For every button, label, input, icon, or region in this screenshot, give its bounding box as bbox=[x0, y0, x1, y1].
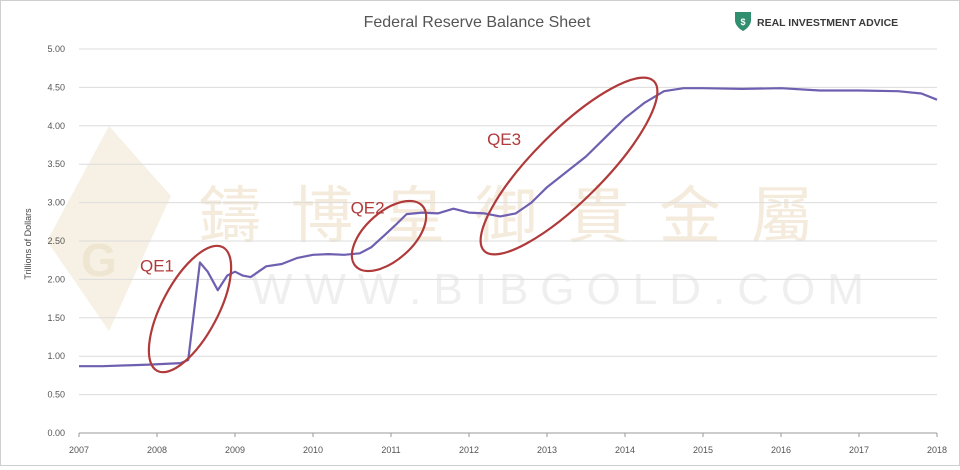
chart-title: Federal Reserve Balance Sheet bbox=[364, 14, 591, 31]
balance-sheet-line bbox=[79, 87, 938, 368]
annotations: QE1 QE2 QE3 bbox=[140, 130, 521, 276]
qe-ellipses bbox=[147, 76, 659, 374]
shield-dollar-glyph: $ bbox=[740, 17, 745, 27]
y-tick-label: 0.50 bbox=[47, 390, 65, 400]
x-tick-label: 2016 bbox=[771, 445, 791, 455]
series-group bbox=[79, 87, 938, 368]
y-tick-label: 4.50 bbox=[47, 82, 65, 92]
y-tick-label: 5.00 bbox=[47, 44, 65, 54]
x-tick-label: 2009 bbox=[225, 445, 245, 455]
x-tick-label: 2015 bbox=[693, 445, 713, 455]
x-tick-label: 2007 bbox=[69, 445, 89, 455]
grid bbox=[79, 48, 937, 434]
x-tick-label: 2011 bbox=[381, 445, 400, 455]
watermark-logo-mark: G bbox=[81, 234, 117, 286]
x-tick-label: 2008 bbox=[147, 445, 167, 455]
x-tick-label: 2012 bbox=[459, 445, 479, 455]
x-ticks: 2007 2008 2009 2010 2011 2012 2013 2014 2015 2016… bbox=[69, 433, 947, 455]
y-tick-label: 4.00 bbox=[47, 121, 65, 131]
y-axis-label: Trillions of Dollars bbox=[23, 208, 33, 280]
qe1-ellipse bbox=[147, 244, 233, 374]
y-ticks: 0.00 0.50 1.00 1.50 2.00 2.50 3.00 3.50 4.00 4.50… bbox=[47, 44, 65, 438]
y-tick-label: 3.50 bbox=[47, 159, 65, 169]
y-tick-label: 2.50 bbox=[47, 236, 65, 246]
shield-dollar-icon bbox=[735, 12, 751, 31]
annotation-qe2: QE2 bbox=[351, 198, 385, 217]
watermark-url-text: WWW.BIBGOLD.COM bbox=[251, 265, 876, 314]
x-tick-label: 2013 bbox=[537, 445, 557, 455]
y-tick-label: 1.00 bbox=[47, 351, 65, 361]
y-tick-label: 1.50 bbox=[47, 313, 65, 323]
y-tick-label: 3.00 bbox=[47, 198, 65, 208]
watermark: G 鑄博皇御貴金屬 WWW.BIBGOLD.COM bbox=[47, 126, 876, 331]
qe2-ellipse bbox=[350, 199, 428, 273]
annotation-qe1: QE1 bbox=[140, 257, 174, 276]
watermark-diamond-shape bbox=[47, 126, 171, 331]
watermark-chinese-text: 鑄博皇御貴金屬 bbox=[199, 182, 843, 251]
y-tick-label: 2.00 bbox=[47, 274, 65, 284]
qe3-ellipse bbox=[479, 76, 659, 256]
y-tick-label: 0.00 bbox=[47, 428, 65, 438]
brand-logo: $ REAL INVESTMENT ADVICE bbox=[735, 12, 898, 31]
x-tick-label: 2017 bbox=[849, 445, 869, 455]
annotation-qe3: QE3 bbox=[487, 130, 521, 149]
x-tick-label: 2018 bbox=[927, 445, 947, 455]
brand-logo-text: REAL INVESTMENT ADVICE bbox=[757, 17, 898, 29]
x-tick-label: 2014 bbox=[615, 445, 635, 455]
x-tick-label: 2010 bbox=[303, 445, 323, 455]
